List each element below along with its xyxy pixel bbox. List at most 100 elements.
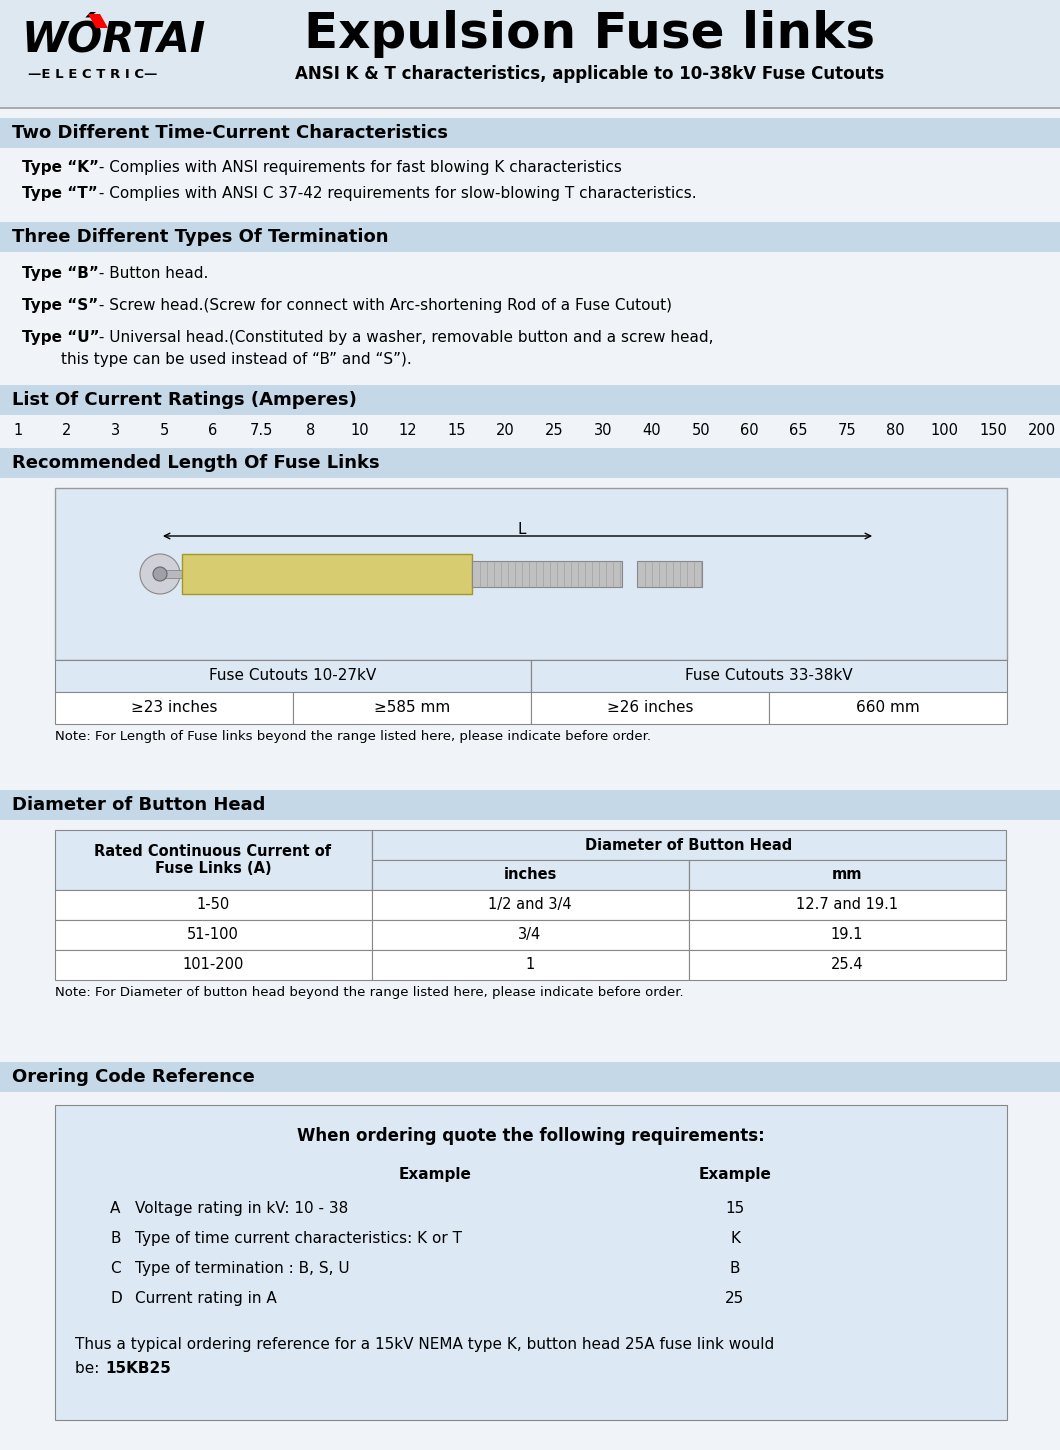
Bar [55,660,531,692]
Bar [55,950,372,980]
Polygon shape [88,14,108,28]
Text: Type of time current characteristics: K or T: Type of time current characteristics: K … [135,1231,462,1246]
Text: Current rating in A: Current rating in A [135,1290,277,1306]
Bar [0,0,1060,107]
Bar [0,222,1060,252]
Bar [55,1105,1007,1420]
Text: ANSI K & T characteristics, applicable to 10-38kV Fuse Cutouts: ANSI K & T characteristics, applicable t… [296,65,885,83]
Text: Rated Continuous Current of
Fuse Links (A): Rated Continuous Current of Fuse Links (… [94,844,332,876]
Text: B: B [729,1262,740,1276]
Bar [55,890,372,919]
Text: ≥26 inches: ≥26 inches [606,700,693,715]
Text: 150: 150 [979,423,1007,438]
Text: be:: be: [75,1362,104,1376]
Text: 100: 100 [931,423,958,438]
Text: - Complies with ANSI C 37-42 requirements for slow-blowing T characteristics.: - Complies with ANSI C 37-42 requirement… [94,186,696,202]
Bar [768,692,1007,724]
Text: Note: For Length of Fuse links beyond the range listed here, please indicate bef: Note: For Length of Fuse links beyond th… [55,729,651,742]
Text: - Screw head.(Screw for connect with Arc-shortening Rod of a Fuse Cutout): - Screw head.(Screw for connect with Arc… [94,299,672,313]
Text: 3/4: 3/4 [518,927,542,943]
Text: 75: 75 [837,423,856,438]
Text: 12: 12 [399,423,418,438]
Text: 60: 60 [740,423,759,438]
Text: 15: 15 [447,423,466,438]
Bar [689,860,1006,890]
Bar [0,790,1060,821]
Text: 5: 5 [160,423,169,438]
Text: Recommended Length Of Fuse Links: Recommended Length Of Fuse Links [12,454,379,473]
Bar [293,692,531,724]
Text: Fuse Cutouts 33-38kV: Fuse Cutouts 33-38kV [685,668,853,683]
Text: Voltage rating in kV: 10 - 38: Voltage rating in kV: 10 - 38 [135,1201,349,1217]
Text: Type “B”: Type “B” [22,265,99,281]
Text: 10: 10 [350,423,369,438]
Text: 40: 40 [642,423,661,438]
Text: D: D [110,1290,122,1306]
Bar [372,860,689,890]
Text: 25: 25 [545,423,564,438]
Text: 30: 30 [594,423,613,438]
Text: 20: 20 [496,423,515,438]
Bar [182,554,472,594]
Bar [689,950,1006,980]
Text: Type “T”: Type “T” [22,186,98,202]
Bar [372,950,689,980]
Text: 6: 6 [209,423,217,438]
Bar [689,890,1006,919]
Bar [0,448,1060,479]
Text: Type of termination : B, S, U: Type of termination : B, S, U [135,1262,350,1276]
Text: 1/2 and 3/4: 1/2 and 3/4 [489,898,571,912]
Text: - Universal head.(Constituted by a washer, removable button and a screw head,: - Universal head.(Constituted by a washe… [94,331,713,345]
Text: Type “K”: Type “K” [22,160,99,175]
Text: 51-100: 51-100 [187,927,239,943]
Bar [0,117,1060,148]
Bar [160,570,188,579]
Text: 1: 1 [14,423,22,438]
Text: 25: 25 [725,1290,744,1306]
Text: C: C [110,1262,121,1276]
Bar [55,829,372,890]
Text: List Of Current Ratings (Amperes): List Of Current Ratings (Amperes) [12,392,357,409]
Text: 12.7 and 19.1: 12.7 and 19.1 [796,898,898,912]
Text: Thus a typical ordering reference for a 15kV NEMA type K, button head 25A fuse l: Thus a typical ordering reference for a … [75,1337,774,1351]
Text: B: B [110,1231,121,1246]
Text: 15: 15 [725,1201,744,1217]
Text: L: L [517,522,526,536]
Bar [55,919,372,950]
Bar [0,386,1060,415]
Text: Note: For Diameter of button head beyond the range listed here, please indicate : Note: For Diameter of button head beyond… [55,986,684,999]
Text: K: K [730,1231,740,1246]
Text: 7.5: 7.5 [250,423,273,438]
Text: —E L E C T R I C—: —E L E C T R I C— [28,68,157,81]
Bar [689,919,1006,950]
Text: Example: Example [699,1167,772,1182]
Bar [472,561,622,587]
Text: Example: Example [399,1167,472,1182]
Text: - Button head.: - Button head. [94,265,209,281]
Text: 101-200: 101-200 [182,957,244,972]
Text: A: A [110,1201,121,1217]
Text: 1: 1 [526,957,534,972]
Text: mm: mm [832,867,862,882]
Bar [637,561,702,587]
Text: Expulsion Fuse links: Expulsion Fuse links [304,10,876,58]
Text: inches: inches [504,867,556,882]
Text: Diameter of Button Head: Diameter of Button Head [585,838,793,853]
Text: 80: 80 [886,423,905,438]
Circle shape [140,554,180,594]
Text: ≥23 inches: ≥23 inches [130,700,217,715]
Text: ≥585 mm: ≥585 mm [374,700,450,715]
Text: 3: 3 [111,423,120,438]
Bar [55,489,1007,660]
Text: 8: 8 [306,423,315,438]
Text: 25.4: 25.4 [831,957,863,972]
Text: 15KB25: 15KB25 [105,1362,171,1376]
Text: Orering Code Reference: Orering Code Reference [12,1069,254,1086]
Text: Type “S”: Type “S” [22,299,99,313]
Bar [531,692,768,724]
Text: 50: 50 [691,423,710,438]
Bar [0,107,1060,109]
Text: - Complies with ANSI requirements for fast blowing K characteristics: - Complies with ANSI requirements for fa… [94,160,622,175]
Text: Three Different Types Of Termination: Three Different Types Of Termination [12,228,389,247]
Bar [372,919,689,950]
